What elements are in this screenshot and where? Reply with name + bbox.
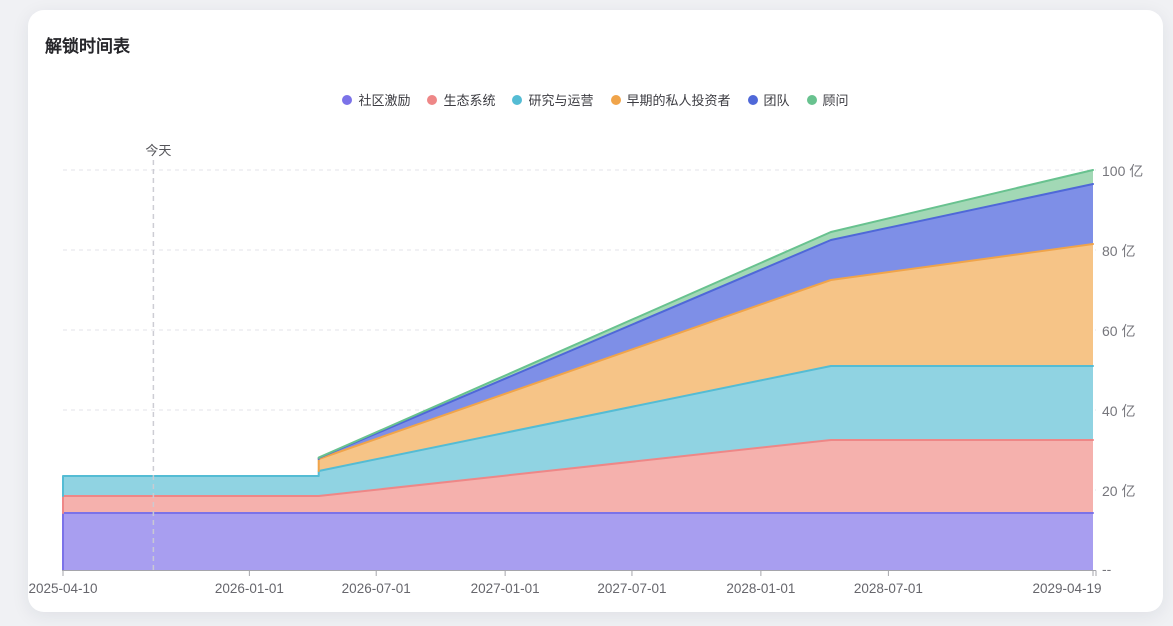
legend-item-label: 早期的私人投资者 [626, 93, 731, 108]
y-axis-label: 60 亿 [1102, 323, 1136, 339]
x-axis-label: 2027-07-01 [597, 581, 667, 596]
x-axis-label: 2026-01-01 [214, 581, 284, 596]
x-axis-label: 2029-04-19 [1032, 581, 1102, 596]
legend-item-0[interactable]: 社区激励 [342, 90, 410, 109]
legend-item-label: 研究与运营 [528, 93, 594, 108]
series-line-0 [62, 512, 1094, 571]
series-area-2 [63, 366, 1093, 496]
legend: 社区激励 生态系统 研究与运营 早期的私人投资者 团队 顾问 [28, 90, 1163, 109]
series-line-1 [62, 439, 1094, 514]
legend-item-label: 社区激励 [358, 93, 411, 108]
series-area-5 [63, 170, 1093, 476]
series-line-5 [317, 169, 1094, 459]
legend-dot [747, 94, 758, 105]
legend-item-4[interactable]: 团队 [747, 90, 790, 109]
chart-card: 解锁时间表 社区激励 生态系统 研究与运营 早期的私人投资者 团队 顾问 100 亿 80 … [28, 10, 1163, 612]
legend-dot [512, 94, 523, 105]
series-area-0 [63, 513, 1093, 570]
x-axis-label: 2028-01-01 [726, 581, 796, 596]
x-axis-label: 2028-07-01 [853, 581, 923, 596]
legend-item-2[interactable]: 研究与运营 [512, 90, 594, 109]
x-axis-label: 2026-07-01 [341, 581, 411, 596]
x-axis-label: 2025-04-10 [28, 581, 98, 596]
series-line-3 [317, 243, 1094, 472]
y-axis-label: 40 亿 [1102, 403, 1136, 419]
legend-dot [427, 94, 438, 105]
y-axis-label: -- [1102, 561, 1112, 577]
y-axis-label: 20 亿 [1102, 483, 1136, 499]
legend-item-label: 团队 [763, 93, 790, 108]
legend-item-3[interactable]: 早期的私人投资者 [610, 90, 731, 109]
y-axis-label: 80 亿 [1102, 243, 1136, 259]
legend-dot [806, 94, 817, 105]
legend-item-label: 生态系统 [443, 93, 496, 108]
stacked-area-chart [62, 160, 1097, 576]
today-label: 今天 [145, 143, 172, 158]
series-area-1 [63, 440, 1093, 513]
y-axis-label: 100 亿 [1102, 163, 1144, 179]
legend-item-1[interactable]: 生态系统 [427, 90, 495, 109]
legend-item-5[interactable]: 顾问 [806, 90, 849, 109]
series-area-3 [63, 244, 1093, 476]
legend-dot [342, 94, 353, 105]
legend-item-label: 顾问 [822, 93, 849, 108]
legend-dot [610, 94, 621, 105]
series-line-2 [62, 365, 1094, 497]
x-axis-label: 2027-01-01 [470, 581, 540, 596]
series-area-4 [63, 184, 1093, 476]
chart-title: 解锁时间表 [45, 37, 130, 56]
